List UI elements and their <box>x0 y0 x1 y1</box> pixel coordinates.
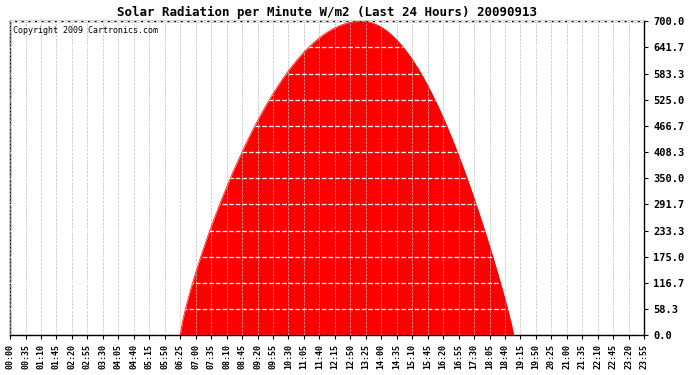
Text: Copyright 2009 Cartronics.com: Copyright 2009 Cartronics.com <box>13 26 158 35</box>
Title: Solar Radiation per Minute W/m2 (Last 24 Hours) 20090913: Solar Radiation per Minute W/m2 (Last 24… <box>117 6 537 19</box>
